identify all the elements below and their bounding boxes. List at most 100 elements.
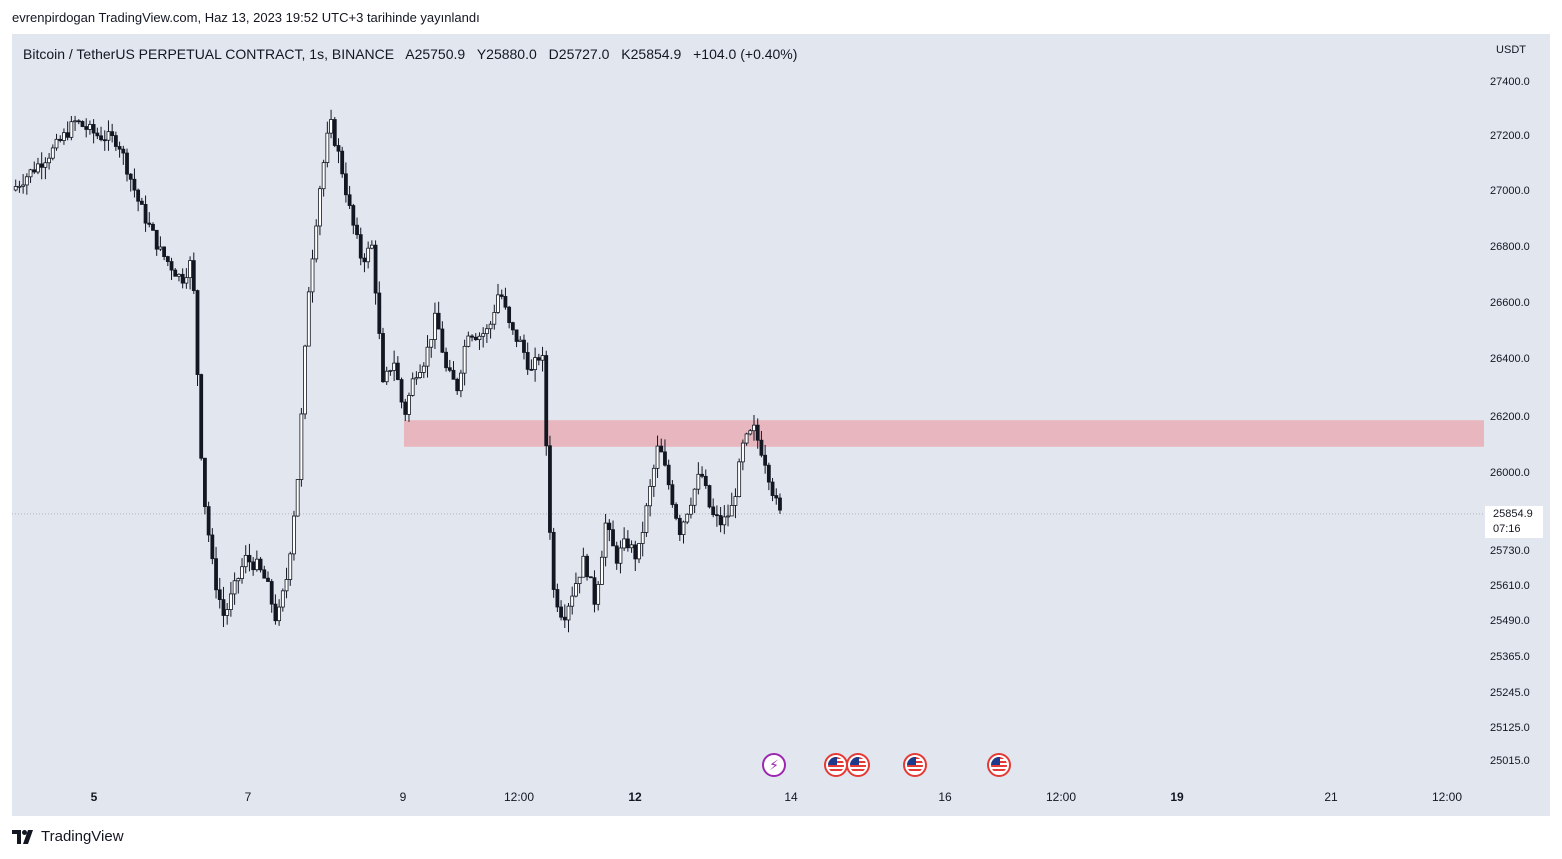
candle-body bbox=[388, 370, 393, 372]
us-flag-icon[interactable] bbox=[824, 753, 848, 777]
candle-body bbox=[136, 189, 141, 202]
candle-body bbox=[318, 188, 322, 227]
candle-body bbox=[466, 335, 471, 347]
candle-body bbox=[592, 577, 597, 605]
candle-body bbox=[733, 496, 738, 506]
candle-body bbox=[763, 454, 768, 466]
candle-body bbox=[177, 273, 181, 277]
legend-symbol[interactable]: Bitcoin / TetherUS PERPETUAL CONTRACT, 1… bbox=[23, 46, 395, 62]
candle-body bbox=[644, 505, 649, 533]
candle-body bbox=[622, 538, 627, 549]
candle-body bbox=[603, 522, 608, 558]
candle-body bbox=[62, 132, 66, 141]
publish-caption: evrenpirdogan TradingView.com, Haz 13, 2… bbox=[12, 10, 480, 25]
candle-body bbox=[217, 589, 222, 601]
candle-body bbox=[670, 484, 675, 505]
candle-body bbox=[614, 545, 619, 564]
currency-label[interactable]: USDT bbox=[1496, 44, 1526, 56]
candle-body bbox=[288, 553, 293, 580]
tradingview-logo[interactable]: TradingView bbox=[12, 828, 124, 845]
candle-body bbox=[169, 261, 174, 271]
candle-body bbox=[507, 306, 512, 324]
candle-body bbox=[373, 244, 378, 294]
candle-body bbox=[310, 258, 315, 293]
candle-body bbox=[329, 119, 333, 134]
candle-body bbox=[199, 374, 204, 459]
candle-body bbox=[180, 273, 185, 284]
y-tick-label: 27200.0 bbox=[1490, 130, 1530, 142]
candle-body bbox=[588, 576, 593, 579]
candle-body bbox=[340, 150, 345, 175]
candle-body bbox=[436, 312, 441, 330]
chart-area[interactable]: 27400.0 27200.0 27000.0 26800.0 26600.0 26400… bbox=[12, 34, 1550, 816]
candle-body bbox=[332, 119, 337, 146]
candle-body bbox=[774, 495, 779, 499]
candle-body bbox=[637, 543, 641, 560]
candle-body bbox=[540, 355, 545, 361]
candle-body bbox=[243, 554, 248, 568]
candle-body bbox=[562, 616, 567, 621]
candle-body bbox=[488, 323, 493, 330]
x-tick-label: 21 bbox=[1324, 790, 1338, 804]
candle-body bbox=[303, 345, 307, 415]
candle-body bbox=[655, 445, 660, 469]
y-tick-label: 26200.0 bbox=[1490, 411, 1530, 423]
candle-body bbox=[347, 194, 352, 206]
candle-body bbox=[692, 488, 697, 506]
candle-body bbox=[73, 120, 77, 123]
candle-body bbox=[648, 485, 653, 507]
candlestick-plot[interactable]: 27400.0 27200.0 27000.0 26800.0 26600.0 26400… bbox=[12, 34, 1550, 816]
candle-body bbox=[110, 131, 115, 136]
candle-body bbox=[759, 439, 764, 456]
candle-body bbox=[748, 430, 753, 435]
candle-body bbox=[559, 606, 563, 618]
candle-body bbox=[715, 514, 719, 517]
candle-body bbox=[440, 328, 445, 353]
candle-body bbox=[611, 529, 615, 547]
candle-body bbox=[84, 126, 89, 130]
candle-body bbox=[39, 163, 44, 168]
us-flag-icon[interactable] bbox=[903, 753, 927, 777]
candle-body bbox=[737, 461, 742, 498]
candle-body bbox=[444, 351, 448, 369]
candle-body bbox=[132, 178, 137, 191]
us-flag-icon[interactable] bbox=[846, 753, 870, 777]
candle-body bbox=[607, 522, 612, 531]
candle-body bbox=[722, 516, 727, 526]
candle-body bbox=[510, 322, 515, 331]
candle-body bbox=[629, 544, 634, 549]
candle-body bbox=[102, 139, 107, 142]
candle-body bbox=[599, 556, 604, 585]
candle-body bbox=[696, 473, 701, 490]
flash-icon[interactable]: ⚡ bbox=[762, 753, 786, 777]
candle-body bbox=[718, 515, 723, 526]
us-flag-icon[interactable] bbox=[987, 753, 1011, 777]
candle-body bbox=[336, 145, 341, 152]
candle-body bbox=[666, 464, 671, 486]
candle-body bbox=[247, 554, 252, 563]
candle-body bbox=[154, 229, 159, 250]
candle-body bbox=[451, 369, 456, 380]
candle-body bbox=[640, 532, 645, 544]
candle-body bbox=[58, 138, 63, 141]
candle-body bbox=[210, 534, 215, 560]
candle-body bbox=[184, 277, 189, 284]
candle-body bbox=[414, 377, 419, 380]
candle-body bbox=[162, 246, 167, 257]
candle-body bbox=[496, 294, 500, 313]
candle-body bbox=[128, 173, 133, 180]
candle-body bbox=[392, 362, 397, 371]
symbol-legend: Bitcoin / TetherUS PERPETUAL CONTRACT, 1… bbox=[23, 46, 797, 62]
candle-body bbox=[221, 599, 226, 616]
candle-body bbox=[585, 555, 589, 578]
x-tick-label: 5 bbox=[91, 790, 98, 804]
legend-low: D25727.0 bbox=[548, 46, 610, 62]
x-tick-label: 14 bbox=[784, 790, 798, 804]
candle-body bbox=[429, 339, 434, 348]
candle-body bbox=[54, 138, 59, 149]
candle-body bbox=[384, 370, 389, 383]
candle-body bbox=[711, 506, 716, 516]
candle-body bbox=[295, 479, 300, 517]
candle-body bbox=[91, 124, 96, 134]
candle-body bbox=[651, 467, 656, 487]
